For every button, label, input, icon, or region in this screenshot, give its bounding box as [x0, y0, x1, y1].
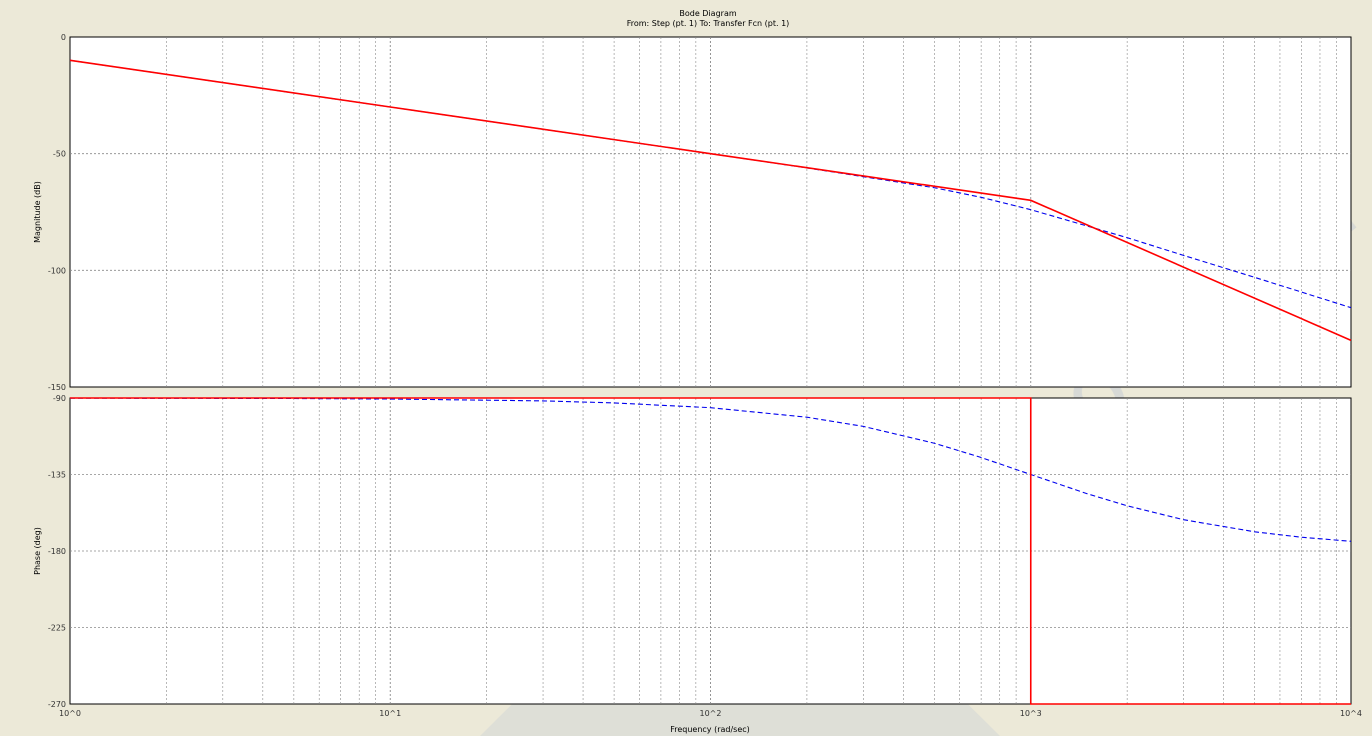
x-tick-label: 10^3	[1020, 709, 1042, 718]
x-tick-label: 10^2	[700, 709, 722, 718]
magnitude-ylabel: Magnitude (dB)	[33, 181, 42, 243]
x-axis-label: Frequency (rad/sec)	[670, 725, 750, 734]
y-tick-label: -50	[53, 150, 66, 159]
y-tick-label: -180	[48, 547, 66, 556]
y-tick-labels: 0 -50 -100 -150 -90 -135 -180 -225 -270	[48, 33, 66, 709]
series-line-magnitude-asymptote	[69, 59, 1352, 342]
x-tick-label: 10^0	[59, 709, 81, 718]
series-line-phase-asymptote	[70, 397, 1351, 705]
chart-title: Bode Diagram	[679, 9, 736, 18]
series-layer	[69, 59, 1352, 705]
y-tick-label: -270	[48, 700, 66, 709]
y-tick-label: 0	[61, 33, 66, 42]
x-tick-label: 10^4	[1340, 709, 1362, 718]
phase-ylabel: Phase (deg)	[33, 527, 42, 575]
series-line-phase-exact	[69, 397, 1352, 542]
x-tick-labels: 10^0 10^1 10^2 10^3 10^4	[59, 709, 1362, 718]
chart-subtitle: From: Step (pt. 1) To: Transfer Fcn (pt.…	[627, 19, 790, 28]
y-tick-label: -90	[53, 394, 66, 403]
y-tick-label: -150	[48, 383, 66, 392]
y-tick-label: -100	[48, 266, 66, 275]
y-tick-label: -225	[48, 624, 66, 633]
y-tick-label: -135	[48, 471, 66, 480]
grid-layer	[70, 37, 1351, 704]
x-tick-label: 10^1	[379, 709, 401, 718]
